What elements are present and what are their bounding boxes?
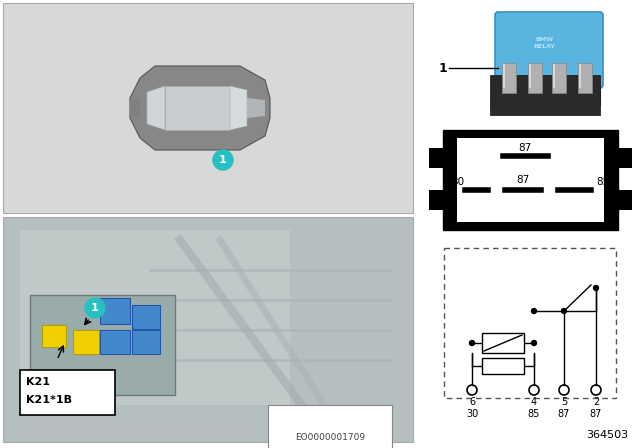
Text: K21: K21 [26, 377, 50, 387]
Bar [429, 190, 444, 210]
Text: EO0000001709: EO0000001709 [295, 432, 365, 441]
Text: K21*1B: K21*1B [26, 395, 72, 405]
Polygon shape [247, 98, 265, 118]
Bar [482, 358, 524, 374]
Bar [30, 295, 175, 395]
Bar [552, 63, 566, 93]
Bar [100, 330, 130, 354]
Circle shape [561, 309, 566, 314]
Text: 1: 1 [438, 61, 447, 74]
FancyBboxPatch shape [495, 12, 603, 88]
Text: 6: 6 [469, 397, 475, 407]
Text: 87: 87 [516, 175, 530, 185]
Bar [42, 325, 66, 347]
Text: 85: 85 [596, 177, 610, 187]
Bar [617, 148, 632, 168]
Text: 2: 2 [593, 397, 599, 407]
Text: 4: 4 [531, 397, 537, 407]
Polygon shape [490, 85, 600, 105]
Bar [20, 230, 290, 405]
Bar [429, 148, 444, 168]
Bar [443, 130, 618, 230]
Text: BMW
RELAY: BMW RELAY [533, 37, 555, 48]
Circle shape [531, 309, 536, 314]
Bar [73, 330, 99, 354]
Bar [3, 3, 413, 213]
Polygon shape [130, 66, 270, 150]
Bar [132, 305, 160, 329]
Bar [502, 63, 516, 93]
Bar [528, 63, 542, 93]
Polygon shape [130, 98, 140, 118]
Bar [132, 330, 160, 354]
Text: 30: 30 [466, 409, 478, 419]
Bar [457, 138, 604, 222]
Bar [100, 298, 130, 324]
Text: 5: 5 [561, 397, 567, 407]
Bar [617, 190, 632, 210]
Bar [3, 217, 413, 442]
Polygon shape [147, 86, 165, 130]
Circle shape [213, 150, 233, 170]
Circle shape [470, 340, 474, 345]
Bar [482, 333, 524, 353]
Text: 87: 87 [558, 409, 570, 419]
Polygon shape [165, 86, 230, 130]
Polygon shape [230, 86, 247, 130]
Text: 85: 85 [528, 409, 540, 419]
Circle shape [85, 298, 105, 318]
Text: 87: 87 [518, 143, 532, 153]
Circle shape [593, 285, 598, 290]
Bar [578, 63, 592, 93]
Bar [444, 248, 616, 398]
Circle shape [531, 340, 536, 345]
Bar [20, 370, 115, 415]
Text: 30: 30 [451, 177, 465, 187]
Text: 1: 1 [91, 303, 99, 313]
Text: 87: 87 [590, 409, 602, 419]
Bar [490, 75, 600, 115]
Text: 364503: 364503 [586, 430, 628, 440]
Text: 1: 1 [219, 155, 227, 165]
